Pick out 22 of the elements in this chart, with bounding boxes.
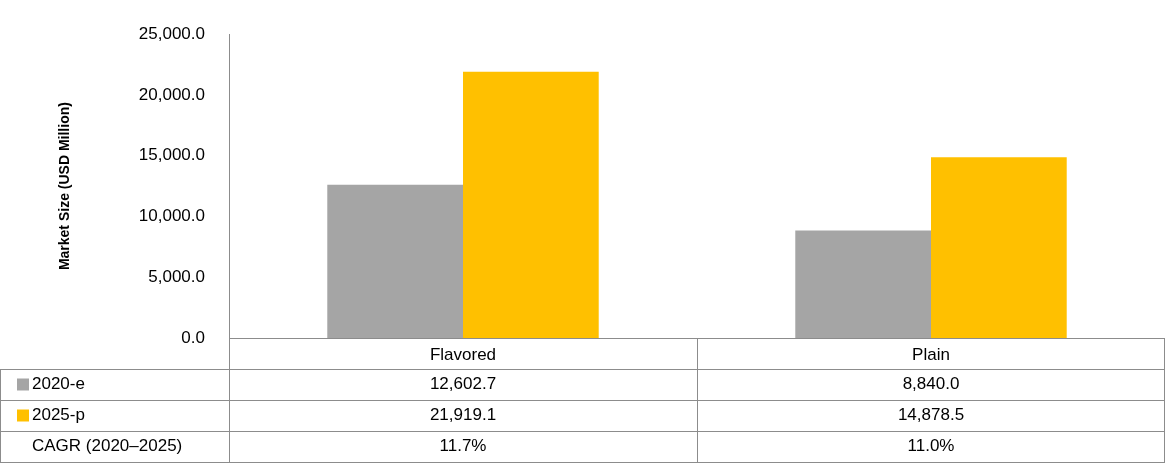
- data-label: 21,919.1: [429, 405, 497, 425]
- x-tick-label: Flavored: [429, 344, 497, 364]
- bar: [463, 71, 599, 338]
- legend-label: 2025-p: [32, 405, 85, 425]
- y-tick-label: 10,000.0: [138, 206, 205, 226]
- text: 11.7%: [439, 436, 487, 456]
- y-tick-label: 5,000.0: [148, 266, 205, 286]
- text: 11.0%: [907, 436, 955, 456]
- bar: [795, 230, 931, 338]
- y-tick-label: 0.0: [181, 327, 205, 347]
- text: CAGR (2020–2025): [32, 436, 183, 456]
- bar: [327, 184, 463, 338]
- y-axis-title: Market Size (USD Million): [56, 102, 73, 271]
- x-tick-label: Plain: [912, 344, 950, 364]
- y-tick-label: 15,000.0: [138, 145, 205, 165]
- data-label: 8,840.0: [902, 374, 960, 394]
- y-tick-label: 20,000.0: [138, 84, 205, 104]
- data-label: 12,602.7: [429, 374, 497, 394]
- data-label: 14,878.5: [897, 405, 965, 425]
- bar: [931, 157, 1067, 338]
- legend-label: 2020-e: [32, 374, 85, 394]
- y-tick-label: 25,000.0: [138, 23, 205, 43]
